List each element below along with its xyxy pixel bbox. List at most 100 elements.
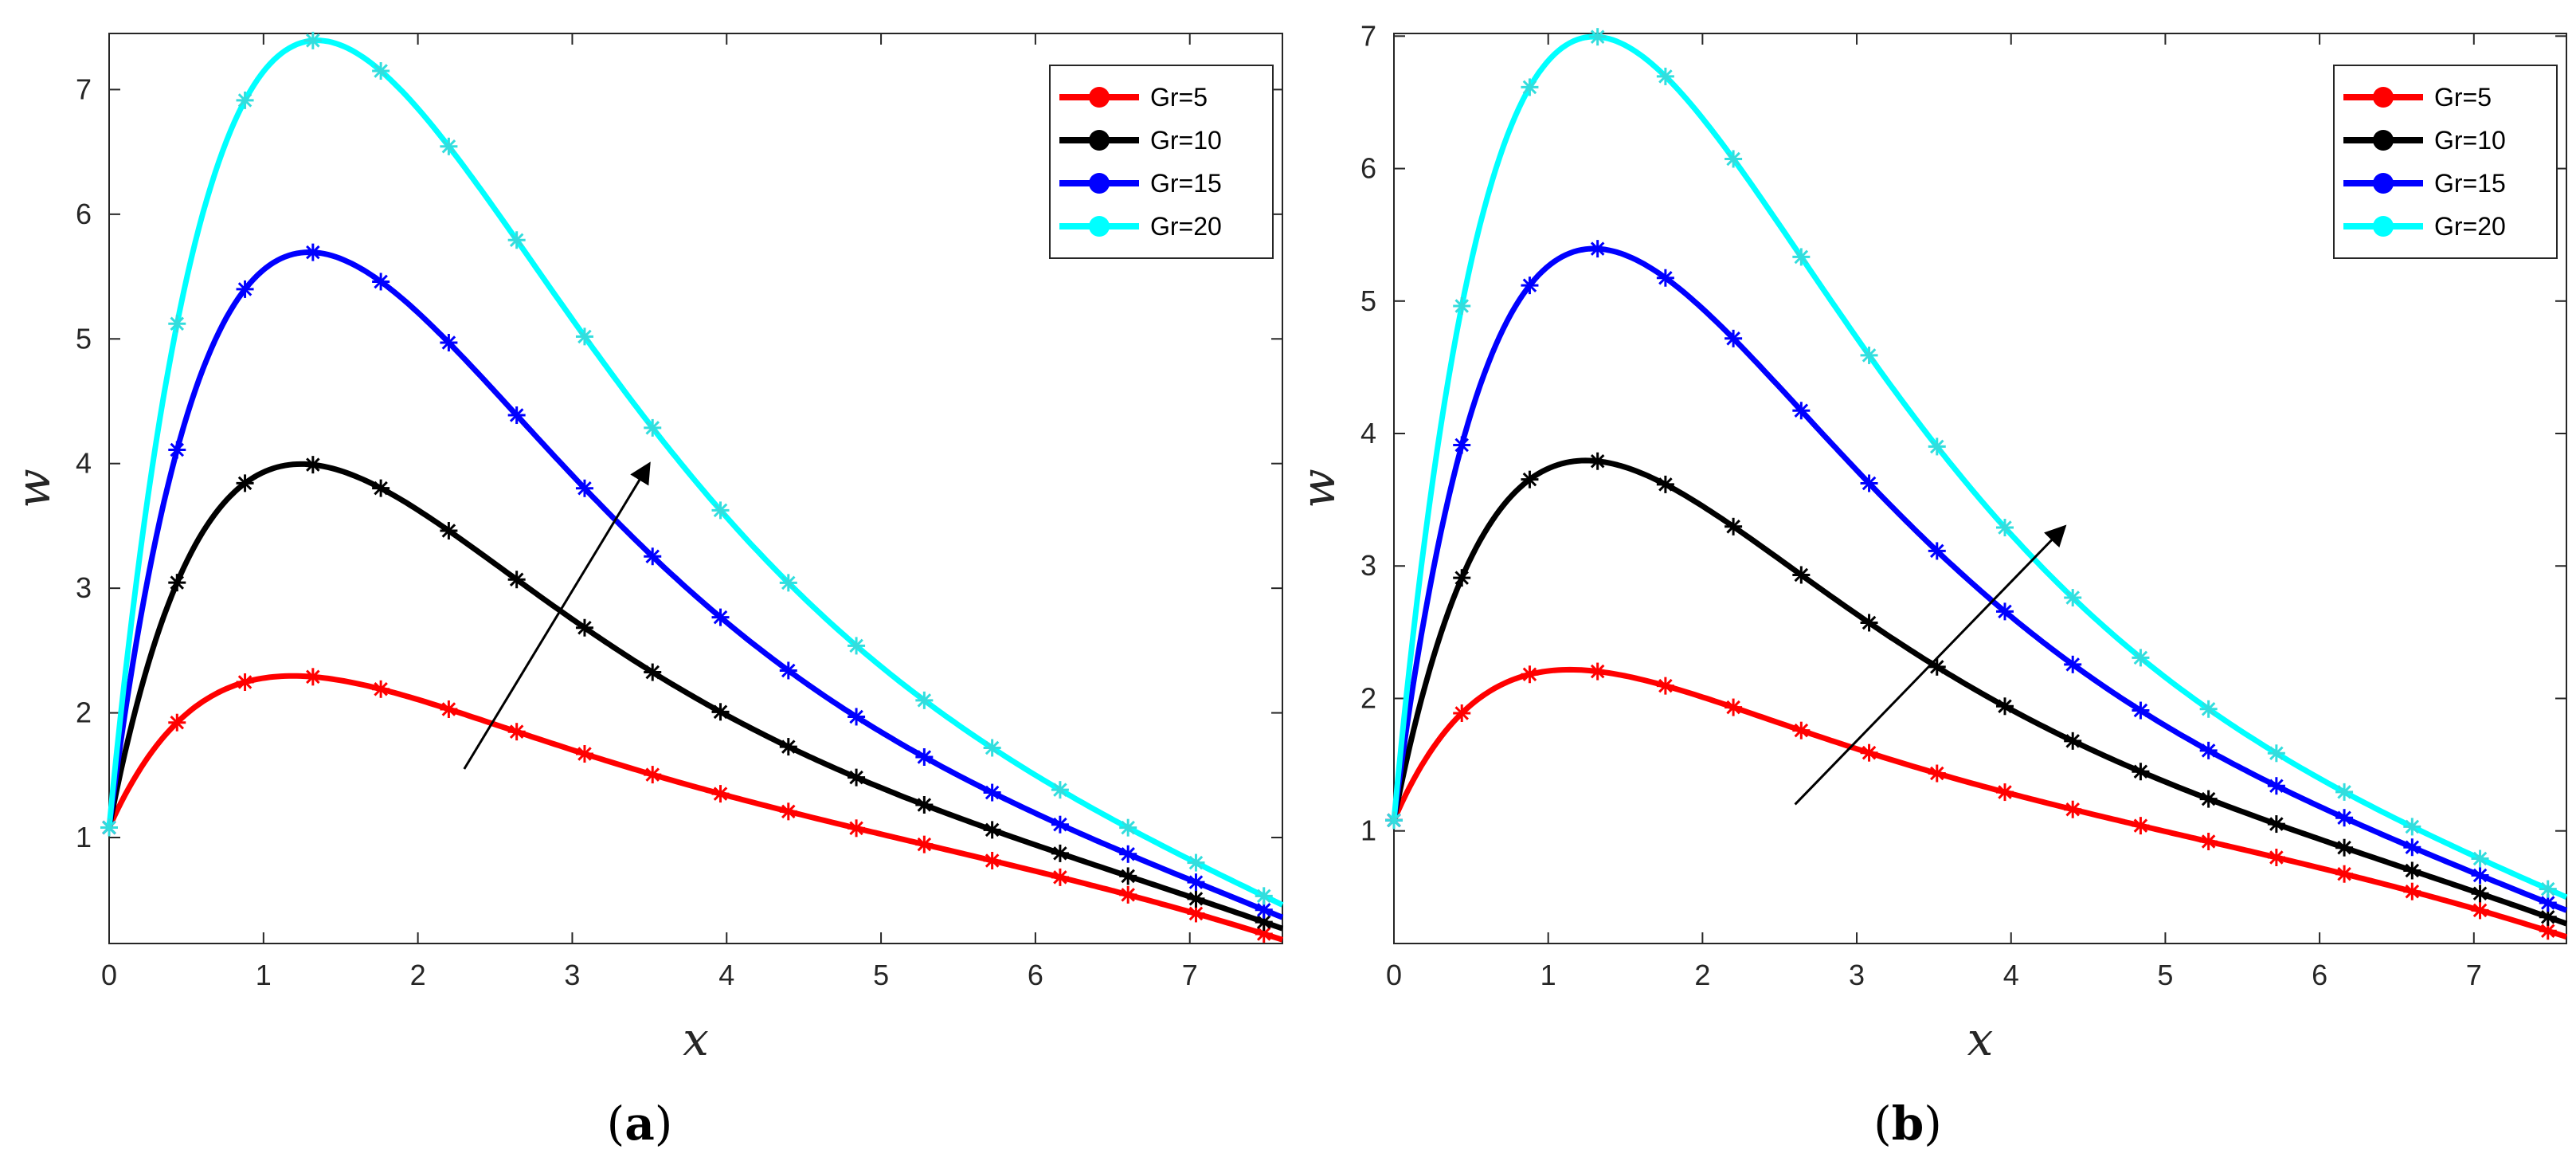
data-marker (2335, 809, 2354, 827)
data-marker (983, 739, 1001, 757)
y-axis-label: w (1291, 469, 1345, 508)
data-marker (644, 547, 662, 566)
data-marker (1995, 602, 2014, 621)
legend-label: Gr=10 (1150, 126, 1222, 155)
data-marker (1051, 868, 1069, 886)
data-marker (1051, 844, 1069, 862)
data-marker (2539, 922, 2557, 940)
legend-marker (1089, 87, 1110, 108)
legend-label: Gr=15 (1150, 169, 1222, 198)
y-tick-label: 5 (1360, 284, 1376, 317)
data-marker (711, 501, 730, 520)
data-marker (2132, 763, 2150, 781)
x-tick-label: 4 (718, 959, 734, 991)
data-marker (1119, 867, 1137, 885)
data-marker (236, 91, 254, 109)
x-tick-label: 5 (873, 959, 889, 991)
x-tick-label: 1 (256, 959, 272, 991)
data-marker (1187, 904, 1205, 923)
x-tick-label: 4 (2003, 959, 2019, 991)
y-tick-label: 5 (76, 322, 92, 355)
x-tick-label: 1 (1541, 959, 1556, 991)
data-marker (100, 818, 118, 837)
y-tick-label: 4 (76, 447, 92, 480)
legend-marker (1089, 173, 1110, 194)
increase-arrow (463, 461, 651, 770)
y-tick-label: 2 (76, 696, 92, 729)
data-marker (1119, 818, 1137, 837)
data-marker (644, 418, 662, 437)
data-marker (915, 691, 934, 709)
data-marker (1187, 889, 1205, 908)
x-tick-label: 7 (1182, 959, 1198, 991)
panel-caption: (b) (1873, 1096, 1942, 1151)
data-marker (236, 280, 254, 298)
data-marker (1588, 28, 1607, 46)
data-marker (2403, 838, 2421, 857)
chart-panel-b: 0 1 2 3 4 5 6 7 1 2 3 4 5 6 7 x w Gr=5 Gr=10 Gr=15 Gr=20 (b) (1291, 19, 2568, 1151)
y-tick-label: 1 (76, 821, 92, 853)
data-marker (2539, 880, 2557, 898)
legend-label: Gr=5 (2434, 83, 2492, 112)
data-marker (1453, 704, 1471, 723)
data-marker (2471, 866, 2489, 885)
data-marker (983, 821, 1001, 839)
x-tick-label: 5 (2157, 959, 2173, 991)
data-marker (711, 785, 730, 803)
y-tick-label: 3 (76, 571, 92, 604)
data-marker (1656, 475, 1674, 493)
data-marker (2335, 838, 2354, 857)
data-marker (236, 673, 254, 692)
data-marker (915, 835, 934, 853)
data-marker (848, 708, 866, 726)
data-marker (1255, 887, 1273, 905)
data-marker (1928, 657, 1946, 676)
data-marker (1725, 150, 1743, 168)
data-marker (2267, 849, 2285, 867)
data-marker (575, 618, 593, 637)
data-marker (507, 723, 526, 741)
legend-marker (1089, 130, 1110, 151)
data-marker (303, 668, 322, 686)
data-marker (303, 243, 322, 261)
data-marker (2132, 817, 2150, 835)
data-marker (2064, 655, 2082, 673)
x-tick-label: 2 (1694, 959, 1710, 991)
data-marker (1521, 665, 1539, 684)
data-marker (1725, 517, 1743, 536)
data-marker (1453, 297, 1471, 316)
x-axis-label: x (683, 1012, 709, 1066)
data-marker (644, 663, 662, 681)
data-marker (779, 802, 797, 821)
chart-panel-a: 0 1 2 3 4 5 6 7 1 2 3 4 5 6 7 x w Gr=5 Gr=10 Gr=15 Gr=20 (a) (6, 31, 1284, 1151)
y-tick-label: 7 (76, 73, 92, 105)
legend-marker (2373, 130, 2394, 151)
data-marker (507, 571, 526, 589)
data-marker (1588, 452, 1607, 470)
data-marker (1588, 240, 1607, 258)
data-marker (440, 700, 458, 719)
x-tick-label: 3 (1849, 959, 1865, 991)
data-marker (1521, 470, 1539, 488)
x-axis-label: x (1967, 1012, 1994, 1066)
data-marker (2267, 744, 2285, 763)
data-marker (303, 456, 322, 474)
legend-label: Gr=5 (1150, 83, 1208, 112)
data-marker (440, 333, 458, 351)
data-marker (372, 680, 390, 698)
legend-label: Gr=20 (1150, 212, 1222, 241)
data-marker (303, 31, 322, 49)
x-tick-label: 0 (1386, 959, 1402, 991)
data-marker (2132, 701, 2150, 720)
legend-label: Gr=10 (2434, 126, 2506, 155)
data-marker (1119, 845, 1137, 863)
data-marker (2471, 901, 2489, 920)
data-marker (779, 661, 797, 680)
legend-marker (1089, 216, 1110, 237)
data-marker (2403, 818, 2421, 836)
data-marker (1860, 743, 1878, 762)
y-tick-label: 6 (1360, 152, 1376, 185)
data-marker (2335, 783, 2354, 801)
data-marker (1119, 885, 1137, 904)
data-marker (2064, 800, 2082, 818)
